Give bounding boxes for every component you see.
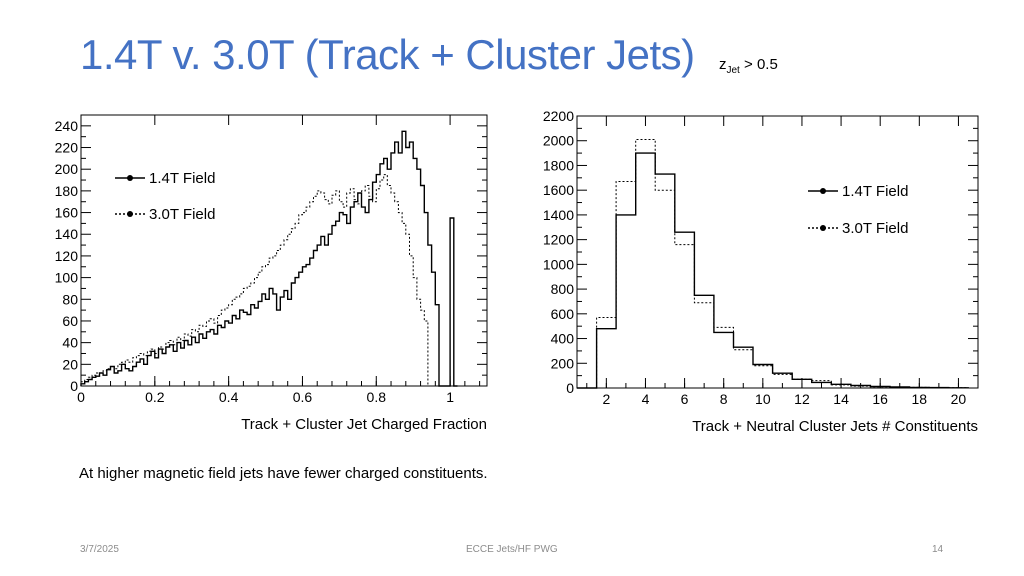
plot-frame	[576, 115, 979, 389]
series-line-1-4t	[80, 130, 458, 387]
x-tick-label: 1	[446, 389, 454, 405]
chart-2: 0200400600800100012001400160018002000220…	[543, 108, 979, 435]
y-tick-label: 120	[55, 248, 79, 264]
x-tick-label: 18	[912, 391, 928, 407]
legend: 1.4T Field 3.0T Field	[115, 170, 215, 223]
x-tick-label: 4	[642, 391, 650, 407]
zjet-cut-annotation: zJet > 0.5	[719, 56, 778, 76]
x-axis-title: Track + Cluster Jet Charged Fraction	[241, 416, 487, 433]
legend-label: 1.4T Field	[149, 170, 215, 187]
footer-date: 3/7/2025	[80, 544, 119, 555]
y-tick-label: 2000	[543, 133, 574, 149]
y-tick-label: 80	[62, 291, 78, 307]
y-tick-label: 800	[551, 281, 575, 297]
y-tick-label: 200	[551, 355, 575, 371]
y-tick-label: 60	[62, 313, 78, 329]
x-tick-label: 2	[602, 391, 610, 407]
y-tick-label: 1600	[543, 182, 574, 198]
y-tick-label: 1000	[543, 256, 574, 272]
y-tick-label: 160	[55, 205, 79, 221]
y-tick-label: 400	[551, 331, 575, 347]
slide-title: 1.4T v. 3.0T (Track + Cluster Jets)	[80, 31, 695, 78]
zjet-subscript: Jet	[726, 65, 740, 76]
legend-marker	[127, 175, 133, 181]
series-line-1-4t	[577, 152, 969, 389]
x-tick-label: 14	[833, 391, 849, 407]
x-tick-label: 6	[681, 391, 689, 407]
x-tick-label: 0	[77, 389, 85, 405]
x-tick-label: 20	[951, 391, 967, 407]
x-tick-label: 8	[720, 391, 728, 407]
y-tick-label: 0	[70, 378, 78, 394]
y-tick-label: 1200	[543, 232, 574, 248]
y-tick-label: 100	[55, 270, 79, 286]
x-tick-label: 0.8	[367, 389, 387, 405]
y-tick-label: 0	[566, 380, 574, 396]
series-line-3-0t	[80, 174, 432, 387]
y-tick-label: 140	[55, 226, 79, 242]
legend-marker	[820, 225, 826, 231]
y-tick-label: 1800	[543, 157, 574, 173]
y-tick-label: 240	[55, 118, 79, 134]
y-tick-label: 20	[62, 356, 78, 372]
zjet-cut-value: > 0.5	[739, 56, 778, 73]
chart-1: 0 20 40 60 80 100 120 140 160 180 200 220 240 0 0.2 0.4…	[55, 114, 488, 433]
y-tick-label: 1400	[543, 207, 574, 223]
legend-marker	[820, 188, 826, 194]
slide-caption: At higher magnetic field jets have fewer…	[79, 465, 488, 482]
x-tick-label: 10	[755, 391, 771, 407]
y-tick-label: 220	[55, 140, 79, 156]
x-tick-label: 0.2	[145, 389, 165, 405]
legend-marker	[127, 211, 133, 217]
x-tick-label: 12	[794, 391, 810, 407]
x-axis-title: Track + Neutral Cluster Jets # Constitue…	[692, 418, 978, 435]
plot-frame	[80, 114, 488, 387]
footer-page-number: 14	[932, 544, 944, 555]
x-tick-label: 0.6	[293, 389, 313, 405]
legend-label: 3.0T Field	[149, 206, 215, 223]
y-tick-label: 200	[55, 161, 79, 177]
footer-center-text: ECCE Jets/HF PWG	[466, 544, 558, 555]
legend-label: 3.0T Field	[842, 220, 908, 237]
y-tick-label: 2200	[543, 108, 574, 124]
x-tick-label: 16	[872, 391, 888, 407]
y-tick-label: 40	[62, 335, 78, 351]
legend: 1.4T Field 3.0T Field	[808, 183, 908, 237]
x-tick-label: 0.4	[219, 389, 239, 405]
y-tick-label: 180	[55, 183, 79, 199]
zjet-symbol: z	[719, 56, 727, 73]
series-line-3-0t	[577, 139, 969, 389]
legend-label: 1.4T Field	[842, 183, 908, 200]
y-tick-label: 600	[551, 306, 575, 322]
